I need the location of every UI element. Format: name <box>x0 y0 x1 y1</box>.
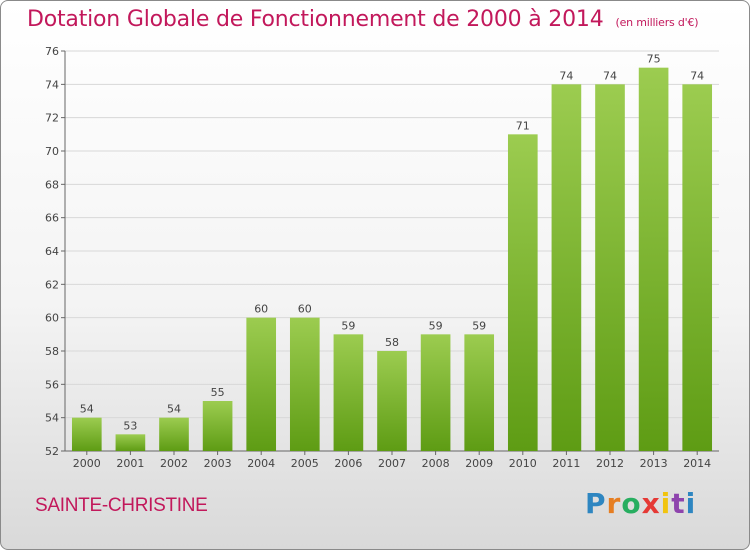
value-label: 58 <box>385 336 399 349</box>
value-label: 59 <box>341 319 355 332</box>
chart-subtitle: (en milliers d'€) <box>615 16 699 29</box>
bar <box>507 134 538 452</box>
bar <box>246 317 277 451</box>
bar <box>115 434 146 451</box>
proxiti-logo: Proxiti <box>585 487 696 520</box>
bar <box>377 351 407 451</box>
y-tick-label: 70 <box>45 145 59 158</box>
value-label: 59 <box>429 319 443 332</box>
y-tick-label: 58 <box>45 345 59 358</box>
logo-letter: x <box>641 487 661 520</box>
x-tick-label: 2000 <box>73 457 101 470</box>
x-tick-label: 2012 <box>596 457 624 470</box>
x-tick-label: 2014 <box>683 457 711 470</box>
value-label: 59 <box>472 319 486 332</box>
logo-letter: r <box>606 487 622 520</box>
value-label: 75 <box>647 53 661 66</box>
value-label: 74 <box>690 69 704 82</box>
y-tick-label: 66 <box>45 212 59 225</box>
chart-title-text: Dotation Globale de Fonctionnement de 20… <box>27 7 604 32</box>
x-tick-label: 2011 <box>552 457 580 470</box>
x-tick-label: 2002 <box>160 457 188 470</box>
value-label: 74 <box>603 69 617 82</box>
y-tick-label: 56 <box>45 378 59 391</box>
y-tick-label: 74 <box>45 78 59 91</box>
chart-title: Dotation Globale de Fonctionnement de 20… <box>27 7 699 32</box>
x-tick-label: 2005 <box>291 457 319 470</box>
x-tick-label: 2006 <box>334 457 362 470</box>
x-tick-label: 2010 <box>509 457 537 470</box>
bar <box>420 334 451 451</box>
logo-letter: i <box>685 487 697 520</box>
bars <box>71 67 713 452</box>
labels: 52 54 56 58 60 62 64 66 68 70 72 74 76 54 2000 53 2001 54… <box>45 45 711 470</box>
value-label: 54 <box>80 403 94 416</box>
bar <box>202 401 233 451</box>
y-tick-label: 62 <box>45 278 59 291</box>
bar <box>682 84 713 451</box>
value-label: 71 <box>516 119 530 132</box>
value-label: 74 <box>559 69 573 82</box>
commune-name: SAINTE-CHRISTINE <box>35 495 208 516</box>
bar <box>595 84 625 451</box>
y-tick-label: 60 <box>45 312 59 325</box>
bar <box>289 317 320 451</box>
y-tick-label: 64 <box>45 245 59 258</box>
y-tick-label: 68 <box>45 178 59 191</box>
y-tick-label: 52 <box>45 445 59 458</box>
x-tick-label: 2003 <box>204 457 232 470</box>
bar <box>464 334 495 451</box>
value-label: 60 <box>254 303 268 316</box>
value-label: 55 <box>211 386 225 399</box>
x-tick-label: 2001 <box>116 457 144 470</box>
value-label: 54 <box>167 403 181 416</box>
bar <box>159 417 189 451</box>
bar <box>638 67 669 452</box>
y-tick-label: 72 <box>45 112 59 125</box>
bar <box>333 334 364 451</box>
value-label: 60 <box>298 303 312 316</box>
value-label: 53 <box>123 419 137 432</box>
x-tick-label: 2009 <box>465 457 493 470</box>
bar <box>551 84 582 451</box>
y-tick-label: 76 <box>45 45 59 58</box>
logo-letter: o <box>621 487 642 520</box>
x-tick-label: 2013 <box>640 457 668 470</box>
logo-letter: t <box>671 487 686 520</box>
x-tick-label: 2007 <box>378 457 406 470</box>
x-tick-label: 2008 <box>422 457 450 470</box>
y-tick-label: 54 <box>45 412 59 425</box>
logo-letter: i <box>660 487 672 520</box>
x-tick-label: 2004 <box>247 457 275 470</box>
bar <box>71 417 102 451</box>
logo-letter: P <box>585 487 607 520</box>
